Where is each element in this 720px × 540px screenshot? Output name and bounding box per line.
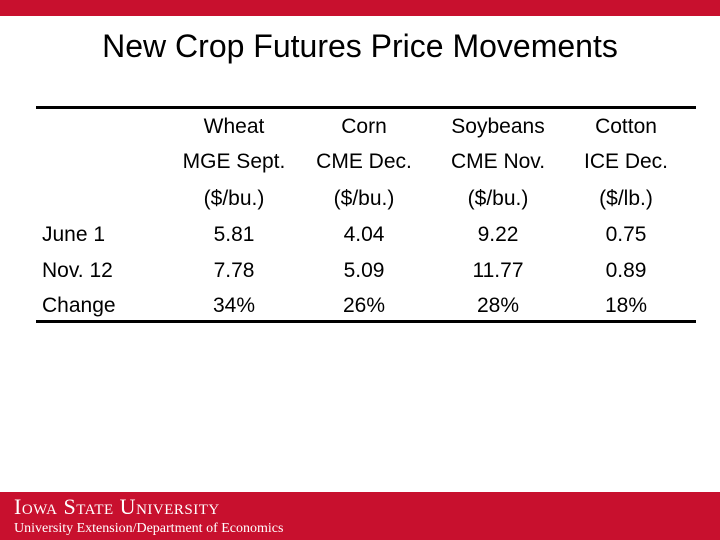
table-cell: 4.04 [343,223,385,246]
table-cell: 28% [476,294,520,317]
column-header-commodity: Corn [341,115,387,138]
table-cell: 0.89 [605,259,647,282]
table-cell: 9.22 [477,223,519,246]
row-label: Nov. 12 [42,259,113,282]
university-logo: Iowa State University [14,494,220,519]
table-cell: 0.75 [605,223,647,246]
table-cell: 7.78 [213,259,255,282]
column-header-unit: ($/bu.) [333,187,395,210]
table-top-rule [36,106,696,109]
row-label: Change [42,294,116,317]
table-cell: 5.09 [343,259,385,282]
column-header-contract: MGE Sept. [182,150,286,173]
table-cell: 34% [212,294,256,317]
column-header-contract: CME Dec. [316,150,412,173]
column-header-commodity: Soybeans [451,115,545,138]
column-header-contract: ICE Dec. [583,150,669,173]
table-cell: 11.77 [472,259,524,282]
column-header-contract: CME Nov. [450,150,546,173]
column-header-commodity: Cotton [595,115,657,138]
row-label: June 1 [42,223,106,246]
slide-title: New Crop Futures Price Movements [102,28,618,64]
column-header-unit: ($/bu.) [467,187,529,210]
footer-subtitle: University Extension/Department of Econo… [14,521,284,536]
column-header-commodity: Wheat [203,115,265,138]
column-header-unit: ($/bu.) [203,187,265,210]
column-header-unit: ($/lb.) [599,187,653,210]
table-bottom-rule [36,320,696,323]
table-cell: 26% [342,294,386,317]
table-cell: 5.81 [213,223,255,246]
table-cell: 18% [604,294,648,317]
top-accent-bar [0,0,720,16]
footer-bar: Iowa State University University Extensi… [0,492,720,540]
